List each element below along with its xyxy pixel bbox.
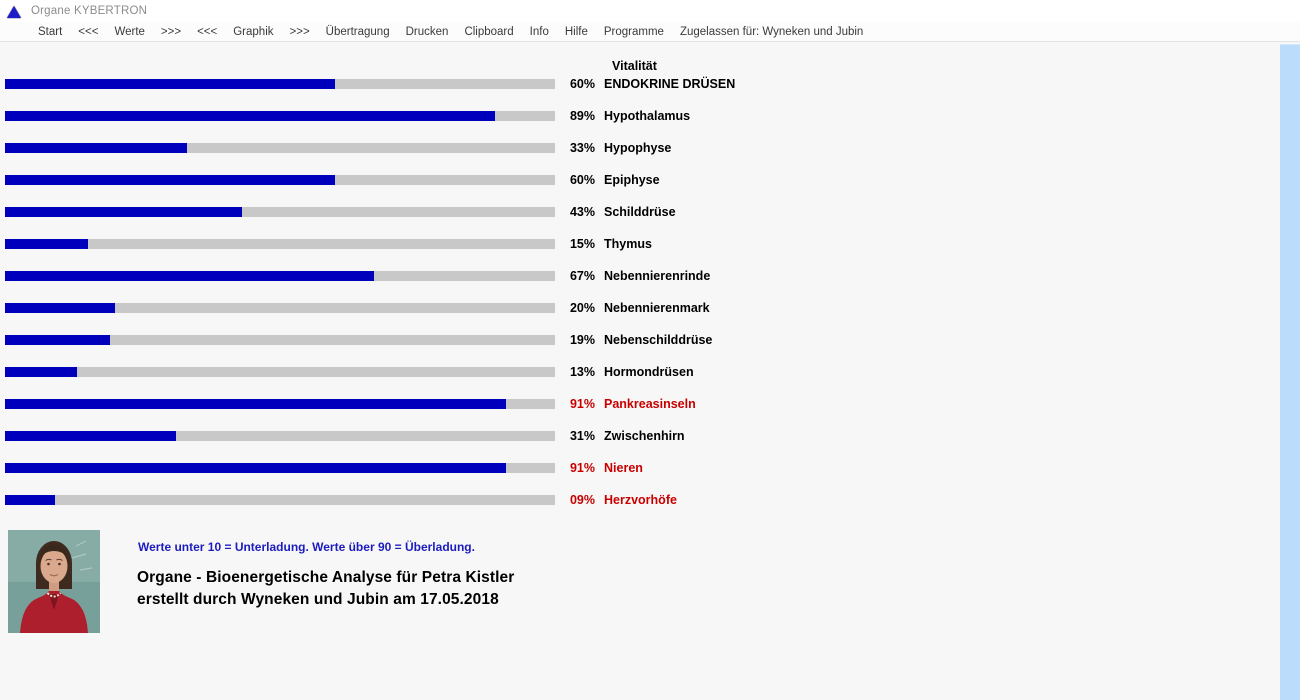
organ-row: 91% Pankreasinseln bbox=[5, 388, 735, 420]
vitality-percent: 67% bbox=[569, 269, 595, 283]
app-triangle-icon bbox=[7, 5, 21, 18]
window-right-edge-strip[interactable] bbox=[1280, 44, 1300, 700]
report-title-line2: erstellt durch Wyneken und Jubin am 17.0… bbox=[137, 591, 499, 608]
organ-row: 43% Schilddrüse bbox=[5, 196, 735, 228]
organ-row: 67% Nebennierenrinde bbox=[5, 260, 735, 292]
organ-row: 91% Nieren bbox=[5, 452, 735, 484]
bar-track bbox=[5, 399, 555, 409]
bar-fill bbox=[5, 495, 55, 505]
vitality-percent: 91% bbox=[569, 461, 595, 475]
bar-track bbox=[5, 495, 555, 505]
vitality-percent: 31% bbox=[569, 429, 595, 443]
organ-label: Nebenschilddrüse bbox=[604, 333, 713, 347]
organ-row: 15% Thymus bbox=[5, 228, 735, 260]
organ-label: Epiphyse bbox=[604, 173, 660, 187]
organ-row: 89% Hypothalamus bbox=[5, 100, 735, 132]
menu-item-werte[interactable]: Werte bbox=[114, 25, 145, 38]
organ-label: ENDOKRINE DRÜSEN bbox=[604, 77, 736, 91]
bar-fill bbox=[5, 111, 495, 121]
vitality-percent: 43% bbox=[569, 205, 595, 219]
organ-label: Nebennierenrinde bbox=[604, 269, 711, 283]
menu-item-uebertragung[interactable]: Übertragung bbox=[325, 25, 390, 38]
menu-item-programme[interactable]: Programme bbox=[603, 25, 664, 38]
menu-item-license[interactable]: Zugelassen für: Wyneken und Jubin bbox=[679, 25, 864, 38]
title-bar: Organe KYBERTRON bbox=[0, 0, 1300, 22]
bar-fill bbox=[5, 239, 88, 249]
bar-track bbox=[5, 463, 555, 473]
vitality-percent: 13% bbox=[569, 365, 595, 379]
menu-item-prev-werte[interactable]: <<< bbox=[78, 25, 99, 38]
patient-photo bbox=[8, 530, 100, 633]
report-title: Organe - Bioenergetische Analyse für Pet… bbox=[137, 567, 514, 611]
organ-label: Zwischenhirn bbox=[604, 429, 685, 443]
bar-track bbox=[5, 303, 555, 313]
bar-track bbox=[5, 239, 555, 249]
menu-item-info[interactable]: Info bbox=[529, 25, 549, 38]
vitality-percent: 60% bbox=[569, 173, 595, 187]
bar-fill bbox=[5, 431, 176, 441]
organ-row: 31% Zwischenhirn bbox=[5, 420, 735, 452]
organ-label: Hypophyse bbox=[604, 141, 672, 155]
menu-item-start[interactable]: Start bbox=[38, 25, 63, 38]
bar-fill bbox=[5, 303, 115, 313]
bar-fill bbox=[5, 335, 110, 345]
bar-track bbox=[5, 111, 555, 121]
bar-track bbox=[5, 143, 555, 153]
bar-fill bbox=[5, 271, 374, 281]
organ-row: 20% Nebennierenmark bbox=[5, 292, 735, 324]
bar-track bbox=[5, 207, 555, 217]
organ-label: Hormondrüsen bbox=[604, 365, 694, 379]
organ-label: Herzvorhöfe bbox=[604, 493, 677, 507]
organ-row: 60% Epiphyse bbox=[5, 164, 735, 196]
bar-track bbox=[5, 367, 555, 377]
menu-item-drucken[interactable]: Drucken bbox=[405, 25, 449, 38]
bar-fill bbox=[5, 207, 242, 217]
bar-fill bbox=[5, 463, 506, 473]
bar-track bbox=[5, 79, 555, 89]
bar-track bbox=[5, 335, 555, 345]
vitality-percent: 20% bbox=[569, 301, 595, 315]
bar-fill bbox=[5, 143, 187, 153]
vitality-percent: 91% bbox=[569, 397, 595, 411]
organ-label: Nebennierenmark bbox=[604, 301, 710, 315]
organ-bar-chart: 60% ENDOKRINE DRÜSEN 89% Hypothalamus 33% Hyp… bbox=[5, 68, 735, 516]
menu-item-clipboard[interactable]: Clipboard bbox=[464, 25, 514, 38]
window-title: Organe KYBERTRON bbox=[31, 5, 148, 17]
vitality-percent: 09% bbox=[569, 493, 595, 507]
organ-label: Hypothalamus bbox=[604, 109, 691, 123]
vitality-percent: 60% bbox=[569, 77, 595, 91]
chart-title: Vitalität bbox=[612, 59, 657, 73]
organ-row: 09% Herzvorhöfe bbox=[5, 484, 735, 516]
menu-bar: Start <<< Werte >>> <<< Graphik >>> Übertragung… bbox=[0, 22, 1300, 42]
menu-item-next-graphik[interactable]: >>> bbox=[289, 25, 310, 38]
bar-track bbox=[5, 431, 555, 441]
bar-fill bbox=[5, 399, 506, 409]
bar-track bbox=[5, 175, 555, 185]
organ-label: Nieren bbox=[604, 461, 643, 475]
menu-item-prev-graphik[interactable]: <<< bbox=[197, 25, 218, 38]
organ-label: Pankreasinseln bbox=[604, 397, 696, 411]
menu-item-graphik[interactable]: Graphik bbox=[233, 25, 274, 38]
vitality-percent: 89% bbox=[569, 109, 595, 123]
bar-fill bbox=[5, 175, 335, 185]
organ-row: 13% Hormondrüsen bbox=[5, 356, 735, 388]
organ-label: Thymus bbox=[604, 237, 652, 251]
vitality-percent: 33% bbox=[569, 141, 595, 155]
organ-row: 33% Hypophyse bbox=[5, 132, 735, 164]
threshold-note: Werte unter 10 = Unterladung. Werte über… bbox=[138, 540, 475, 554]
organ-row: 19% Nebenschilddrüse bbox=[5, 324, 735, 356]
bar-fill bbox=[5, 79, 335, 89]
organ-row: 60% ENDOKRINE DRÜSEN bbox=[5, 68, 735, 100]
bar-track bbox=[5, 271, 555, 281]
bar-fill bbox=[5, 367, 77, 377]
menu-item-next-werte[interactable]: >>> bbox=[160, 25, 182, 38]
vitality-percent: 19% bbox=[569, 333, 595, 347]
organ-label: Schilddrüse bbox=[604, 205, 676, 219]
vitality-percent: 15% bbox=[569, 237, 595, 251]
menu-item-hilfe[interactable]: Hilfe bbox=[564, 25, 588, 38]
report-title-line1: Organe - Bioenergetische Analyse für Pet… bbox=[137, 569, 515, 586]
